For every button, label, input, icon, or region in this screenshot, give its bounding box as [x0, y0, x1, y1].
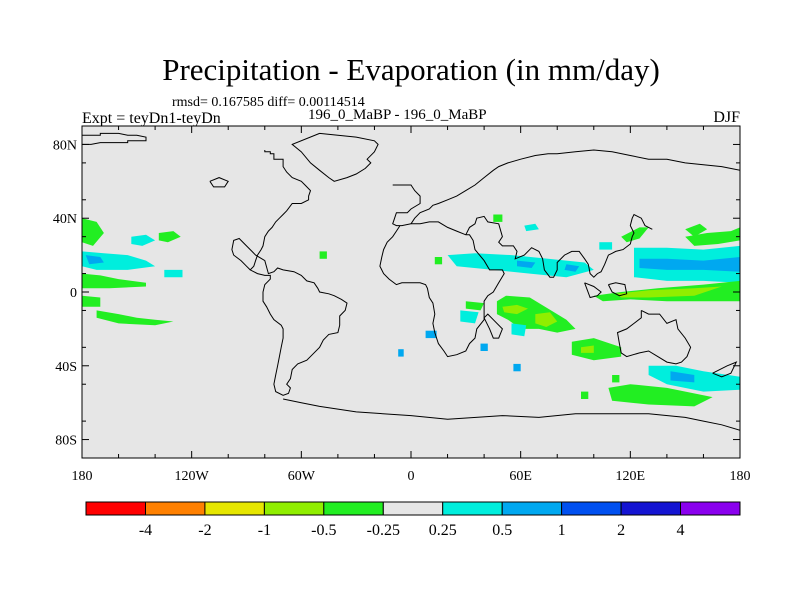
contour-region-20 [685, 223, 708, 237]
coastline-1 [231, 150, 348, 396]
x-tick-label: 180 [72, 469, 93, 484]
coastline-0 [82, 132, 147, 145]
contour-region-6 [158, 231, 181, 243]
y-tick-label: 0 [70, 286, 77, 301]
colorbar-label: -0.5 [311, 522, 336, 539]
contour-region-2 [82, 295, 101, 307]
colorbar-box [85, 501, 146, 516]
case-label: 196_0_MaBP - 196_0_MaBP [308, 107, 487, 123]
y-tick-label: 80N [53, 138, 77, 153]
contour-region-16 [524, 223, 539, 232]
contour-region-32 [480, 343, 488, 351]
contour-region-1 [82, 273, 146, 289]
coastline-outlines [82, 132, 740, 431]
coastline-6 [616, 309, 692, 365]
coastline-12 [209, 177, 229, 188]
coastline-11 [712, 361, 738, 378]
colorbar-box [680, 501, 741, 516]
contour-region-12 [434, 257, 443, 265]
contour-region-13 [599, 242, 613, 250]
contour-region-22 [615, 286, 722, 298]
coastline-5 [465, 213, 653, 278]
colorbar-label: -2 [198, 522, 211, 539]
colorbar-label: 4 [677, 522, 685, 539]
contour-region-40 [581, 391, 589, 399]
x-tick-label: 120E [616, 469, 646, 484]
contour-region-25 [502, 304, 528, 315]
contour-region-14 [621, 227, 649, 243]
colorbar-box [204, 501, 265, 516]
y-tick-label: 40S [55, 360, 77, 375]
chart-title: Precipitation - Evaporation (in mm/day) [162, 52, 660, 87]
coastline-4 [410, 149, 740, 225]
contour-region-38 [608, 384, 713, 407]
contour-region-34 [571, 338, 622, 361]
colorbar-box [323, 501, 384, 516]
y-tick-label: 80S [55, 434, 77, 449]
colorbar-label: -1 [258, 522, 271, 539]
colorbar-label: -0.25 [367, 522, 400, 539]
contour-region-30 [425, 330, 437, 339]
x-tick-label: 180 [730, 469, 751, 484]
y-tick-label: 40N [53, 212, 77, 227]
contour-region-23 [319, 251, 327, 259]
contour-region-26 [535, 312, 558, 327]
season-label: DJF [713, 109, 740, 126]
contour-region-5 [131, 234, 156, 246]
colorbar-label: 1 [558, 522, 566, 539]
colorbar-box [263, 501, 325, 516]
contour-region-28 [460, 310, 479, 324]
colorbar-label: -4 [139, 522, 152, 539]
contour-region-18 [639, 257, 740, 272]
coastline-7 [283, 398, 740, 431]
contour-region-0 [82, 218, 104, 246]
x-tick-label: 0 [408, 469, 415, 484]
contour-region-27 [465, 301, 485, 311]
colorbar-box [382, 501, 444, 516]
contour-region-3 [96, 310, 174, 326]
contour-region-35 [581, 345, 594, 353]
coastline-8 [483, 313, 503, 339]
colorbar-box [620, 501, 682, 516]
coastline-3 [379, 184, 505, 358]
contour-region-29 [511, 323, 527, 337]
contour-region-31 [398, 349, 404, 357]
contour-regions [82, 214, 740, 407]
x-tick-label: 120W [175, 469, 210, 484]
colorbar-box [145, 501, 206, 516]
contour-region-15 [493, 214, 503, 222]
colorbar-label: 0.25 [429, 522, 457, 539]
stats-label: rmsd= 0.167585 diff= 0.00114514 [172, 95, 365, 110]
colorbar-label: 2 [617, 522, 625, 539]
contour-region-37 [670, 371, 695, 383]
contour-region-7 [164, 269, 183, 278]
colorbar-box [442, 501, 503, 516]
colorbar-box [501, 501, 563, 516]
colorbar-box [561, 501, 622, 516]
contour-region-19 [685, 227, 740, 246]
x-tick-label: 60E [509, 469, 532, 484]
coastline-10 [607, 282, 628, 297]
experiment-label: Expt = teyDn1-teyDn [82, 110, 221, 127]
colorbar: -4 -2 -1 -0.5 -0.25 0.25 0.5 1 2 4 [85, 501, 741, 539]
contour-region-33 [513, 363, 521, 372]
contour-region-10 [517, 260, 536, 268]
coastline-9 [584, 282, 602, 299]
axis-ticks: 180 120W 60W 0 60E 120E 180 80N 40N 0 40S 80S [53, 125, 751, 484]
x-tick-label: 60W [288, 469, 316, 484]
colorbar-label: 0.5 [492, 522, 512, 539]
contour-region-39 [612, 375, 620, 383]
contour-region-8 [85, 255, 104, 265]
coastline-2 [291, 132, 379, 182]
contour-region-4 [82, 251, 156, 270]
contour-region-11 [564, 264, 580, 272]
